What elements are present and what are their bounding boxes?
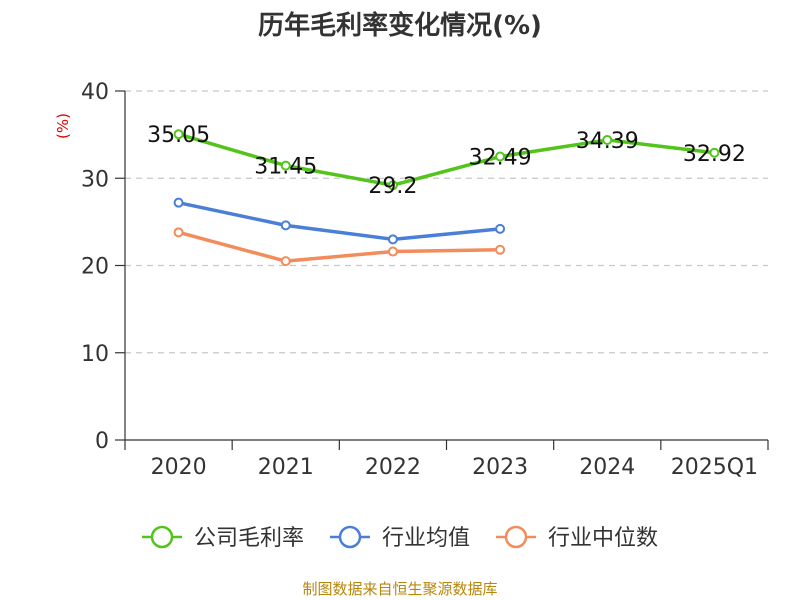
legend-marker-0: [150, 525, 174, 549]
legend-label-0: 公司毛利率: [194, 526, 304, 551]
series-layer: [173, 129, 720, 267]
y-axis-unit: (%): [54, 113, 72, 139]
series-line-1: [178, 200, 501, 242]
chart-title: 历年毛利率变化情况(%): [258, 10, 542, 41]
series-line-0: [178, 132, 715, 187]
data-point-s0-2023: [495, 151, 506, 162]
data-point-s2-2022: [387, 246, 398, 257]
legend-item-0[interactable]: 公司毛利率: [142, 525, 304, 551]
data-point-s0-2025Q1: [709, 147, 720, 158]
y-tick-label-10: 10: [81, 342, 109, 367]
data-point-s1-2020: [173, 197, 184, 208]
data-point-s0-2022: [387, 180, 398, 191]
legend-label-1: 行业均值: [382, 526, 470, 551]
data-point-s1-2021: [280, 220, 291, 231]
series-line-2: [178, 230, 501, 263]
legend-label-2: 行业中位数: [548, 526, 658, 551]
data-label-2021: 31.45: [254, 155, 317, 180]
data-point-s2-2021: [280, 256, 291, 267]
axes: 0 10 20 30 40 2020 2021 2022 2023 2024 2025Q1: [81, 80, 769, 480]
source-note: 制图数据来自恒生聚源数据库: [302, 580, 497, 598]
data-point-s1-2022: [387, 234, 398, 245]
data-point-s1-2023: [495, 223, 506, 234]
x-tick-label-2020: 2020: [151, 455, 207, 480]
data-label-2022: 29.2: [368, 174, 417, 199]
data-label-2025Q1: 32.92: [683, 142, 746, 167]
data-point-s2-2020: [173, 227, 184, 238]
y-tick-label-40: 40: [81, 80, 109, 105]
legend-marker-2: [504, 525, 528, 549]
legend-item-1[interactable]: 行业均值: [330, 525, 470, 551]
legend-item-2[interactable]: 行业中位数: [496, 525, 658, 551]
data-point-s0-2020: [173, 129, 184, 140]
x-tick-label-2024: 2024: [579, 455, 635, 480]
data-point-s0-2021: [280, 160, 291, 171]
y-tick-label-20: 20: [81, 255, 109, 280]
y-tick-label-30: 30: [81, 167, 109, 192]
data-label-2020: 35.05: [147, 123, 210, 148]
legend[interactable]: 公司毛利率 行业均值 行业中位数: [142, 525, 658, 551]
data-label-2024: 34.39: [576, 129, 639, 154]
data-point-s2-2023: [495, 244, 506, 255]
grid: [125, 90, 768, 354]
data-label-2023: 32.49: [469, 146, 532, 171]
x-tick-label-2021: 2021: [258, 455, 314, 480]
legend-marker-1: [338, 525, 362, 549]
x-tick-label-2025Q1: 2025Q1: [671, 455, 758, 480]
data-labels: 35.05 31.45 29.2 32.49 34.39 32.92: [147, 123, 746, 199]
data-point-s0-2024: [602, 134, 613, 145]
y-tick-label-0: 0: [95, 429, 109, 454]
x-tick-label-2023: 2023: [472, 455, 528, 480]
x-tick-label-2022: 2022: [365, 455, 421, 480]
